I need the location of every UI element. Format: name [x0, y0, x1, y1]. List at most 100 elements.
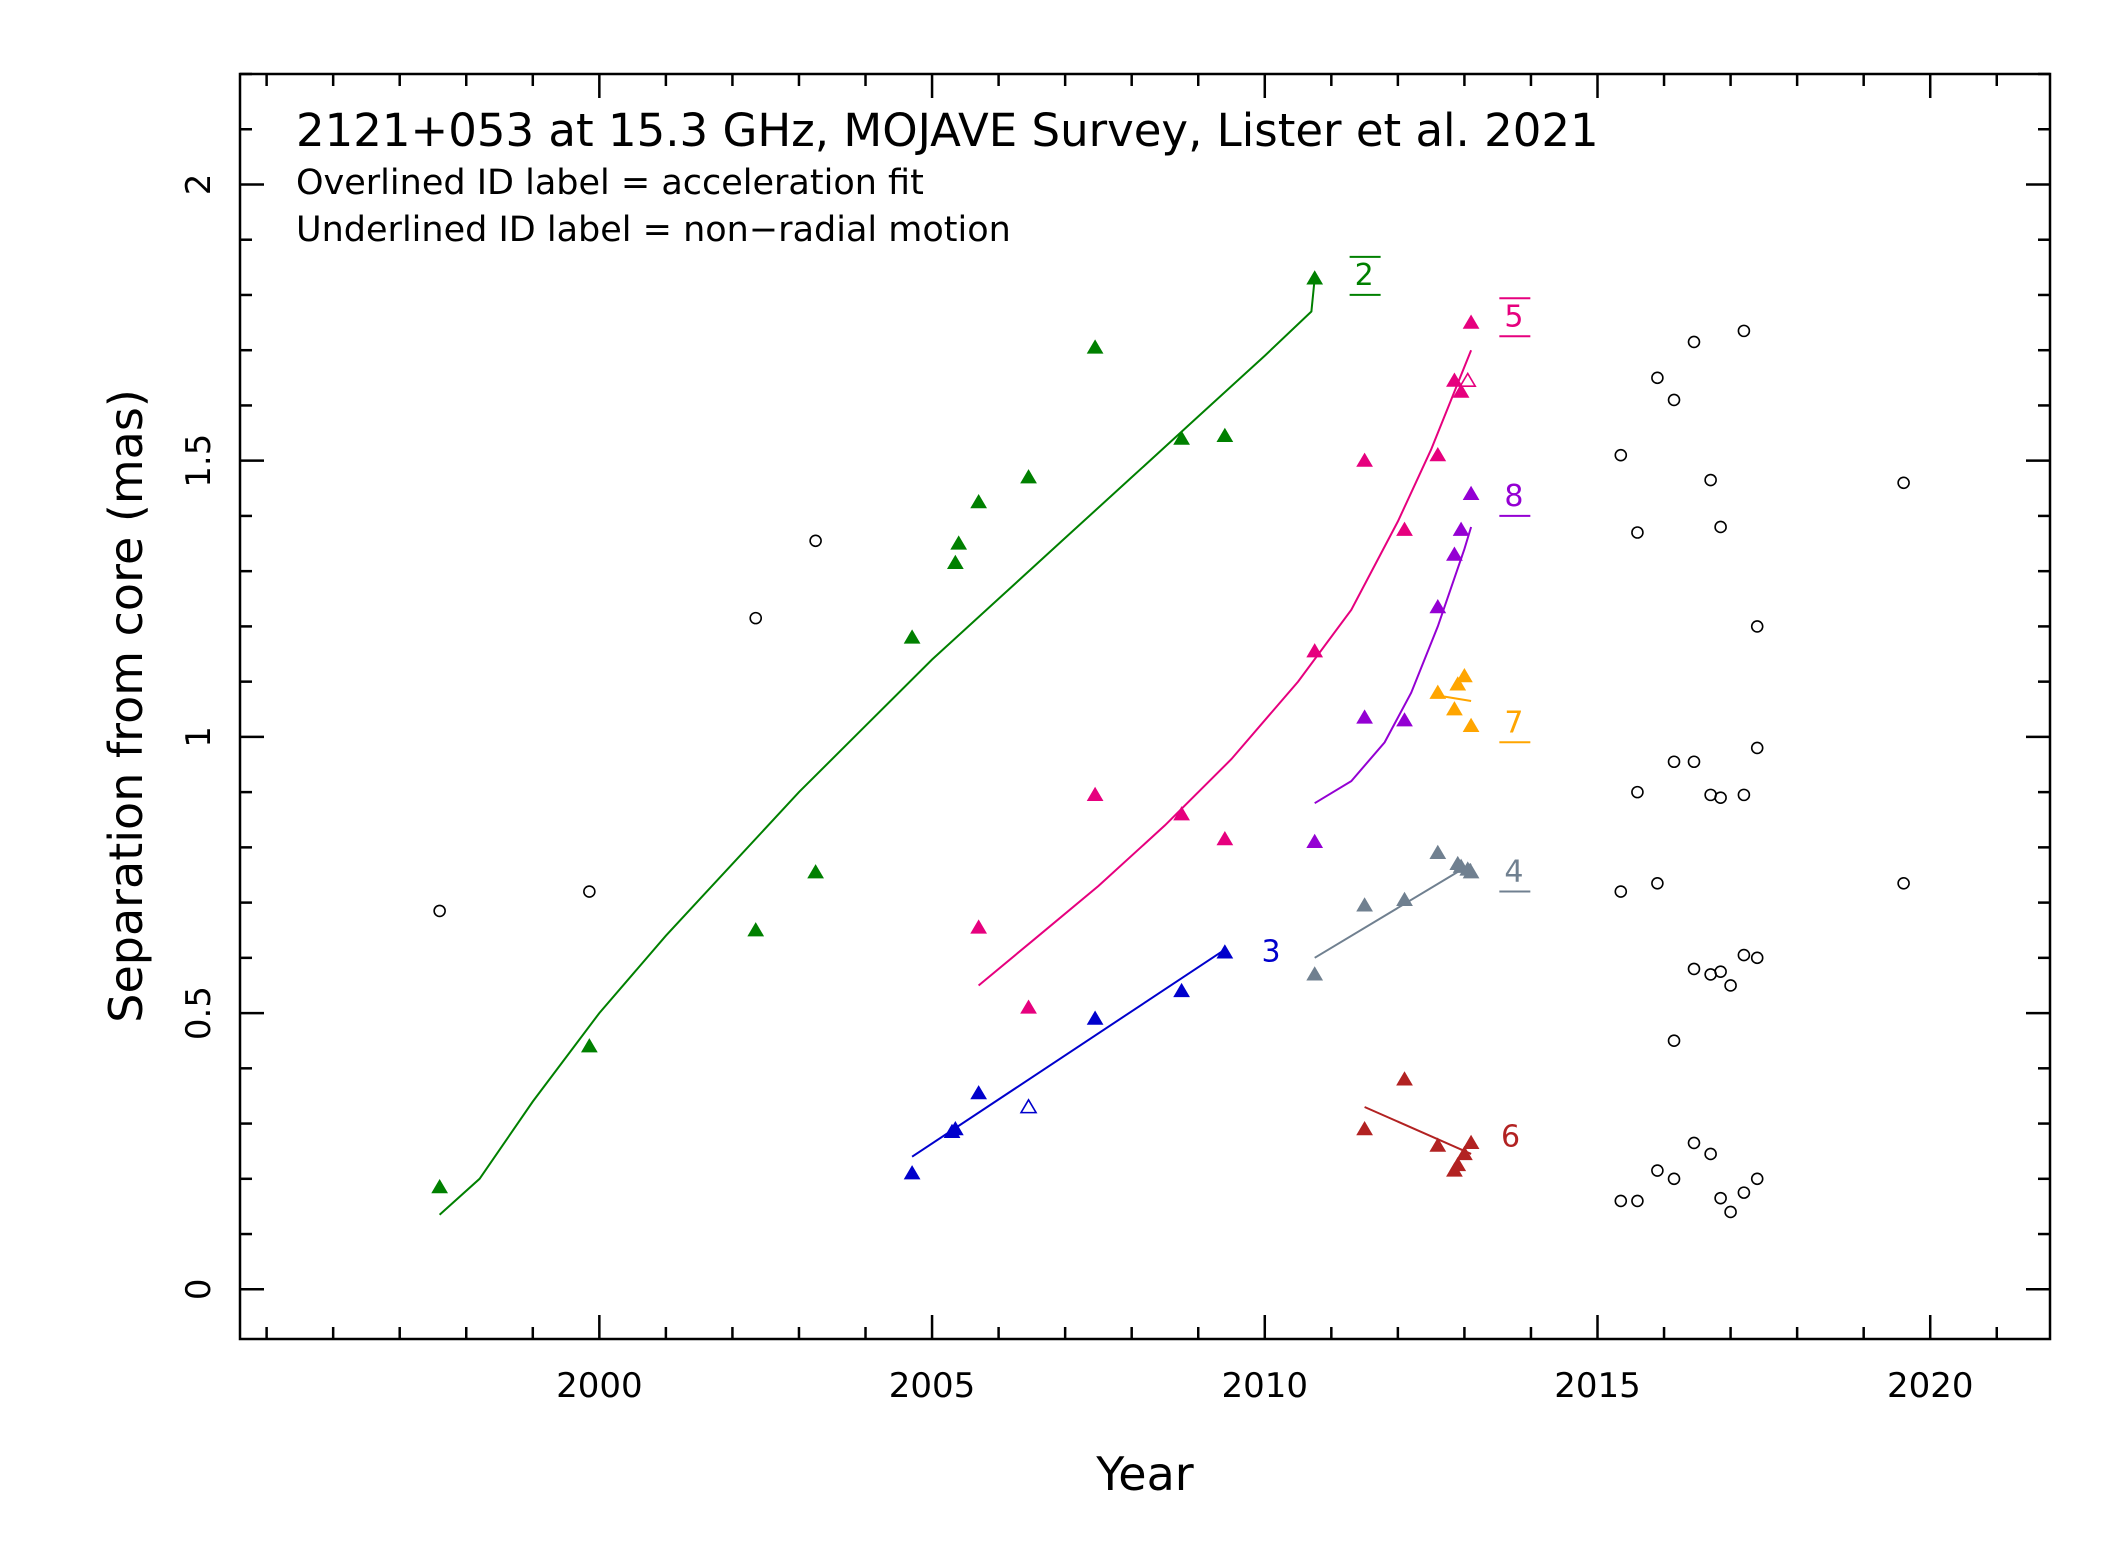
data-point-open [1458, 371, 1477, 388]
unassigned-point [1614, 1194, 1628, 1208]
data-point-filled [1216, 830, 1234, 846]
data-point-filled [1396, 521, 1413, 536]
data-point-filled [1429, 447, 1447, 462]
data-point-filled [807, 864, 824, 879]
unassigned-point [1651, 1164, 1664, 1177]
data-point-filled [1396, 1071, 1413, 1086]
unassigned-point [1687, 755, 1701, 769]
data-point-filled [580, 1038, 598, 1053]
data-point-filled [1306, 643, 1324, 658]
fit-line-3 [911, 948, 1226, 1158]
data-point-filled [970, 494, 988, 509]
unassigned-point [1714, 791, 1727, 804]
unassigned-point [1687, 962, 1701, 976]
data-point-filled [1216, 427, 1234, 442]
unassigned-point [1897, 476, 1910, 490]
data-point-filled [747, 922, 765, 937]
data-point-filled [1356, 897, 1373, 912]
unassigned-point [1667, 1172, 1681, 1186]
chart-title: 2121+053 at 15.3 GHz, MOJAVE Survey, Lis… [296, 104, 1599, 157]
unassigned-point [1750, 951, 1764, 965]
x-tick-label: 2020 [1887, 1366, 1974, 1406]
data-point-filled [1452, 383, 1470, 398]
unassigned-point [1667, 393, 1681, 407]
unassigned-point [583, 885, 596, 898]
unassigned-point [1704, 473, 1717, 487]
unassigned-point [1704, 1147, 1717, 1161]
data-point-filled [1020, 999, 1037, 1014]
unassigned-point [1714, 965, 1727, 978]
component-label-5: 5 [1504, 299, 1523, 334]
unassigned-point [1667, 755, 1681, 769]
unassigned-point [1737, 788, 1751, 802]
unassigned-point [1687, 1136, 1701, 1150]
unassigned-point [1631, 1194, 1644, 1208]
fit-line-8 [1314, 526, 1473, 805]
data-point-filled [1396, 891, 1413, 906]
data-point-filled [903, 629, 921, 644]
unassigned-point [1724, 979, 1737, 992]
unassigned-point [1614, 885, 1628, 898]
x-tick-label: 2015 [1554, 1366, 1641, 1406]
fit-line-4 [1314, 863, 1472, 959]
unassigned-point [1724, 1205, 1737, 1219]
data-point-filled [1396, 712, 1413, 727]
data-point-filled [1462, 1134, 1480, 1150]
unassigned-point [1667, 1034, 1681, 1048]
x-axis-label: Year [1095, 1447, 1193, 1501]
data-point-filled [1449, 1156, 1467, 1172]
y-tick-label: 2 [179, 174, 219, 196]
data-point-filled [1452, 521, 1470, 536]
x-tick-label: 2000 [556, 1366, 643, 1406]
data-point-filled [1216, 944, 1234, 959]
unassigned-point [1651, 876, 1664, 890]
component-label-8: 8 [1504, 479, 1523, 514]
unassigned-point [433, 904, 446, 918]
unassigned-point [1687, 335, 1701, 349]
data-point-open [1019, 1098, 1038, 1114]
unassigned-point [1897, 876, 1910, 890]
data-point-filled [431, 1178, 449, 1194]
data-point-filled [1173, 430, 1190, 445]
data-point-filled [1086, 1010, 1104, 1025]
component-label-4: 4 [1504, 854, 1523, 889]
unassigned-point [1714, 520, 1727, 534]
unassigned-point [1651, 371, 1664, 385]
data-point-filled [1173, 982, 1190, 998]
data-point-filled [1462, 485, 1480, 500]
data-point-filled [1429, 1137, 1447, 1152]
component-labels: 2 3 4 5 6 7 8 [1261, 255, 1531, 1155]
data-point-filled [1429, 598, 1447, 614]
fit-curves [438, 278, 1473, 1216]
unassigned-point [1714, 1191, 1727, 1205]
data-point-filled [970, 1085, 988, 1100]
fit-line-6 [1364, 1106, 1472, 1155]
unassigned-point [809, 534, 822, 548]
data-point-filled [1306, 270, 1324, 285]
data-point-filled [1020, 469, 1037, 484]
data-point-filled [1446, 701, 1463, 716]
data-point-filled [950, 535, 968, 550]
data-point-filled [1446, 372, 1463, 387]
x-tick-label: 2010 [1222, 1366, 1309, 1406]
data-point-filled [1086, 786, 1104, 802]
unassigned-point [1737, 1186, 1751, 1199]
data-point-filled [970, 919, 988, 934]
y-tick-label: 1.5 [179, 434, 219, 488]
unassigned-point [1750, 620, 1764, 633]
y-axis-label: Separation from core (mas) [99, 389, 153, 1023]
unassigned-point [1750, 741, 1764, 755]
unassigned-point [1631, 526, 1644, 539]
data-point-filled [1456, 668, 1473, 683]
chart-subtitle-1: Overlined ID label = acceleration fit [296, 163, 924, 203]
unassigned-point [1614, 448, 1628, 462]
data-point-filled [1173, 806, 1190, 821]
chart-subtitle-2: Underlined ID label = non−radial motion [296, 210, 1011, 250]
data-point-filled [1462, 864, 1480, 879]
x-tick-label: 2005 [889, 1366, 976, 1406]
axis-ticks: 2000 2005 2010 2015 2020 0 0.5 1 1.5 2 [179, 72, 2050, 1406]
component-label-3: 3 [1261, 935, 1280, 970]
component-label-7: 7 [1504, 705, 1523, 740]
data-markers [431, 270, 1910, 1219]
